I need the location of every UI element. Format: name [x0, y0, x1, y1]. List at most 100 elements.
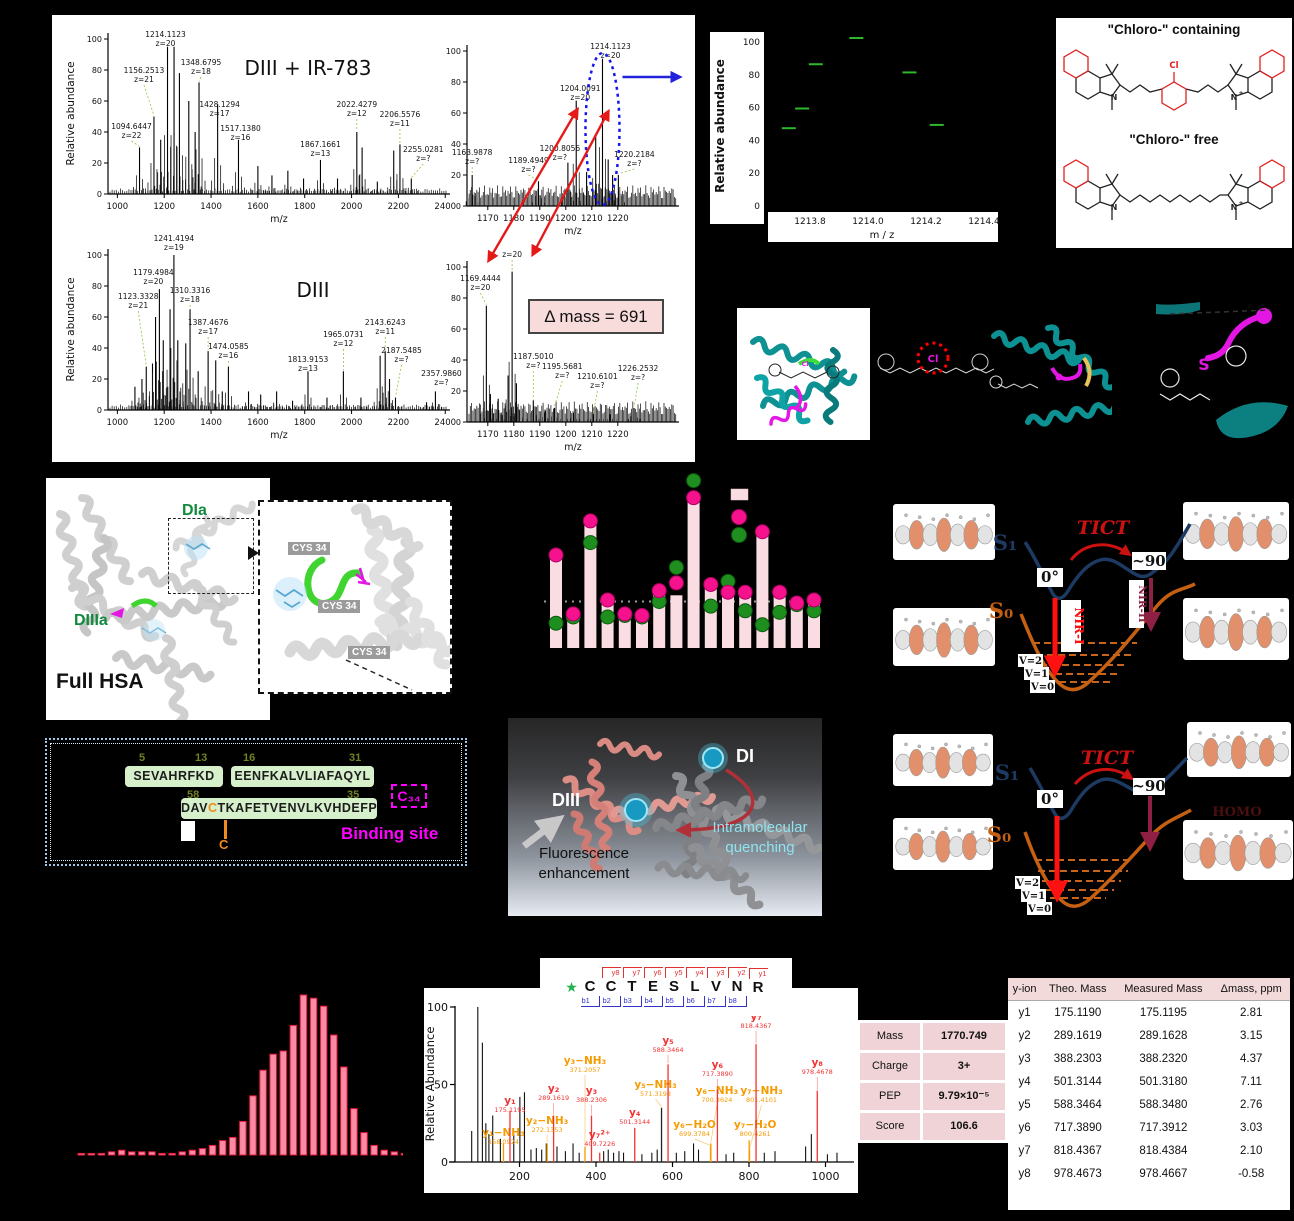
fluorescence-label: Fluorescence enhancement	[514, 844, 654, 884]
ion-table-cell: 388.2303	[1053, 1052, 1102, 1065]
svg-text:z=13: z=13	[298, 364, 318, 373]
isotope-pattern-plot: Relative abundance 100 80 60 40 20 0 1213.8 1214…	[710, 32, 1000, 242]
cys-stem	[224, 820, 227, 839]
v0-label: V=0	[1030, 682, 1054, 693]
svg-text:y₆−H₂O: y₆−H₂O	[673, 1119, 716, 1131]
legend-bar-swatch	[730, 488, 749, 501]
hist-bar	[289, 1024, 298, 1156]
highlight-ellipse	[584, 51, 621, 207]
pink-dot	[582, 513, 598, 529]
svg-text:20: 20	[92, 375, 102, 384]
vignette-chlorine-circled: Cl	[877, 341, 994, 375]
svg-text:2022.4279: 2022.4279	[337, 100, 378, 109]
label-diii: DIII	[552, 790, 581, 810]
svg-text:60: 60	[451, 109, 461, 118]
svg-text:z=11: z=11	[375, 327, 395, 336]
score-value: 3+	[923, 1053, 1005, 1080]
svg-text:60: 60	[92, 97, 102, 106]
svg-text:m / z: m / z	[870, 230, 895, 241]
ion-table-cell: 289.1619	[1053, 1029, 1102, 1042]
svg-text:501.3144: 501.3144	[619, 1118, 650, 1126]
svg-text:1600: 1600	[247, 202, 269, 212]
ion-table-row: y4 501.3144 501.3180 7.11	[1008, 1070, 1290, 1093]
hist-bar	[380, 1149, 388, 1156]
orbital-thumb	[893, 608, 995, 666]
svg-text:z=20: z=20	[502, 250, 522, 259]
pink-dot	[754, 524, 770, 540]
star-icon: ★	[565, 979, 578, 995]
svg-text:158.0924: 158.0924	[488, 1138, 519, 1146]
tict-label: TICT	[1077, 517, 1131, 539]
residue-number: 5	[139, 752, 146, 764]
svg-text:1180: 1180	[503, 214, 525, 224]
svg-text:y₃: y₃	[586, 1085, 598, 1097]
ion-table-row: y7 818.4367 818.4384 2.10	[1008, 1139, 1290, 1162]
hist-bar	[370, 1144, 378, 1156]
y-ion-tag: y5	[664, 967, 684, 978]
svg-text:1170: 1170	[477, 214, 499, 224]
ion-table-cell: 2.81	[1239, 1006, 1263, 1019]
svg-text:1220: 1220	[607, 430, 629, 440]
structure-chloro-containing: ClN N +	[1063, 49, 1285, 111]
hist-bar	[107, 1151, 116, 1156]
svg-text:2000: 2000	[341, 202, 363, 212]
svg-text:z=?: z=?	[553, 153, 567, 162]
mass-spectra-panel: 0 20 40 60 80 100 1000 1200 1400 1600 1800 2000 2200…	[52, 15, 695, 462]
svg-text:80: 80	[92, 282, 102, 291]
hist-bar	[128, 1151, 136, 1156]
svg-text:z=12: z=12	[347, 109, 367, 118]
ion-table-header: Δmass, ppm	[1212, 978, 1290, 1001]
svg-text:1241.4194: 1241.4194	[154, 234, 195, 243]
svg-text:DIII + IR-783: DIII + IR-783	[245, 56, 372, 80]
hist-bar	[319, 1005, 328, 1156]
bar	[550, 553, 562, 648]
pink-dot	[548, 547, 564, 563]
svg-text:Cl: Cl	[928, 354, 939, 365]
svg-text:y₇: y₇	[750, 1011, 761, 1023]
hist-bar	[218, 1140, 227, 1156]
svg-text:0: 0	[456, 202, 461, 211]
green-dot	[754, 617, 770, 633]
peptide-seq-3: DAVCTKAFETVENVLKVHDEFP	[181, 798, 377, 819]
svg-text:y₂−NH₃: y₂−NH₃	[526, 1115, 569, 1127]
svg-text:N: N	[1111, 93, 1118, 102]
svg-text:388.2306: 388.2306	[576, 1096, 607, 1104]
ion-table-cell: 2.76	[1239, 1098, 1263, 1111]
svg-text:z=20: z=20	[144, 277, 164, 286]
ion-table-cell: 501.3180	[1139, 1075, 1188, 1088]
pink-dot	[651, 583, 667, 599]
svg-text:717.3890: 717.3890	[702, 1070, 733, 1078]
residue-letter: V	[710, 978, 721, 995]
residue-letter: C	[584, 977, 596, 995]
pink-dot	[737, 584, 753, 600]
svg-text:1094.6447: 1094.6447	[111, 122, 152, 131]
ion-table-row: y8 978.4673 978.4667 -0.58	[1008, 1162, 1290, 1185]
ppm-histogram	[77, 994, 403, 1156]
ion-table-cell: -0.58	[1238, 1167, 1265, 1180]
ion-table-cell: y1	[1018, 1006, 1031, 1019]
svg-text:978.4678: 978.4678	[802, 1068, 833, 1076]
ion-table-cell: 717.3890	[1053, 1121, 1102, 1134]
b-ion-tag: b8	[727, 996, 747, 1007]
vignette-covalent-bond	[989, 324, 1112, 427]
orbital-thumb	[1183, 820, 1293, 880]
v2-label: V=2	[1015, 878, 1039, 889]
pink-dot	[789, 595, 805, 611]
svg-text:800.4261: 800.4261	[740, 1130, 771, 1138]
pink-dot	[634, 607, 650, 623]
quench-art	[521, 737, 822, 910]
seq3-cys: C	[207, 801, 218, 815]
energy-diagram-tict: HOMO TICT 0° ~90 S₁ S₀ V=2 V=1 V=0	[893, 722, 1293, 915]
score-value: 9.79×10⁻⁵	[923, 1083, 1005, 1110]
s0-curve	[1023, 808, 1192, 908]
svg-text:1800: 1800	[294, 202, 316, 212]
svg-text:801.4101: 801.4101	[746, 1096, 777, 1104]
ion-table-header: Theo. Mass	[1041, 978, 1115, 1001]
ion-table-cell: 978.4667	[1139, 1167, 1188, 1180]
tict-arrow	[1069, 543, 1132, 561]
svg-text:1310.3316: 1310.3316	[170, 286, 211, 295]
svg-text:80: 80	[749, 71, 761, 81]
